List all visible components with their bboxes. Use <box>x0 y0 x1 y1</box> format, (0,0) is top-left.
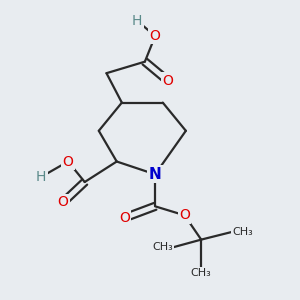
Text: O: O <box>63 154 74 169</box>
Text: H: H <box>132 14 142 28</box>
Text: CH₃: CH₃ <box>152 242 173 252</box>
Text: O: O <box>150 29 160 43</box>
Text: CH₃: CH₃ <box>191 268 212 278</box>
Text: N: N <box>149 167 161 182</box>
Text: CH₃: CH₃ <box>232 227 253 237</box>
Text: O: O <box>163 74 173 88</box>
Text: O: O <box>58 196 68 209</box>
Text: O: O <box>119 211 130 225</box>
Text: H: H <box>36 170 46 184</box>
Text: O: O <box>179 208 190 222</box>
